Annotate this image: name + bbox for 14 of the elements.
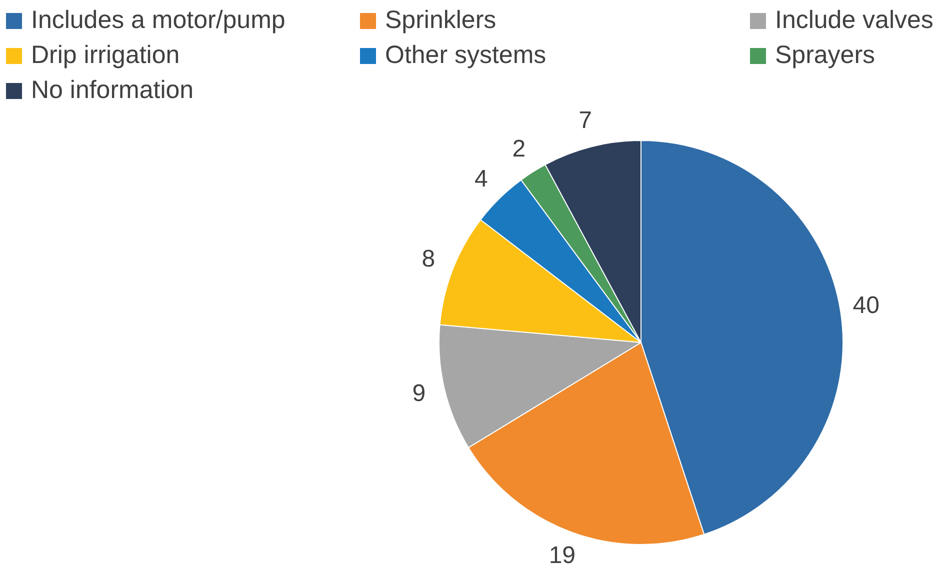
data-label: 2	[512, 136, 526, 163]
legend-label: Include valves	[774, 6, 934, 35]
data-label: 19	[548, 542, 576, 570]
legend-label: Drip irrigation	[30, 41, 181, 70]
data-label: 7	[578, 107, 592, 134]
legend-label: Other systems	[384, 41, 548, 70]
legend-label: Sprinklers	[384, 6, 498, 35]
data-label: 9	[412, 380, 426, 407]
legend-label: No information	[30, 76, 195, 105]
data-label: 4	[474, 165, 488, 192]
legend-label: Includes a motor/pump	[30, 6, 286, 35]
data-label: 8	[422, 246, 436, 273]
data-label: 40	[852, 292, 880, 320]
legend-label: Sprayers	[774, 41, 876, 70]
